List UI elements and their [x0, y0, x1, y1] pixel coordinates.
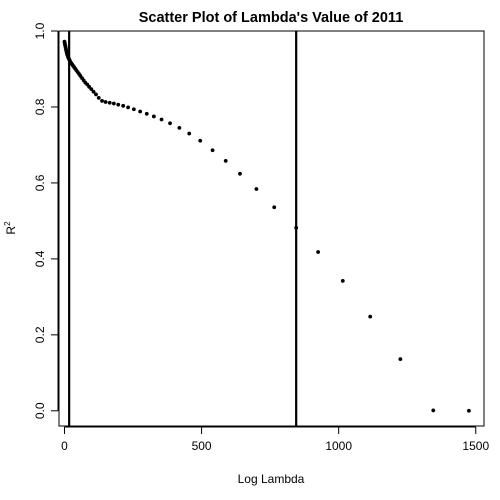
data-point — [294, 225, 299, 230]
data-point — [94, 92, 98, 97]
data-point — [107, 100, 112, 105]
data-point — [96, 95, 101, 100]
x-axis: 0 500 1000 1500 — [61, 426, 489, 453]
data-point — [431, 408, 436, 413]
data-point — [210, 148, 215, 153]
chart-title: Scatter Plot of Lambda's Value of 2011 — [139, 10, 404, 26]
x-tick-label: 1000 — [325, 439, 352, 453]
data-point — [198, 138, 203, 143]
x-tick-label: 500 — [192, 439, 212, 453]
y-axis-label-superscript: 2 — [3, 221, 12, 226]
y-tick-label: 0.8 — [33, 98, 47, 115]
data-point — [121, 103, 126, 108]
data-point — [340, 279, 345, 283]
data-point — [151, 114, 156, 119]
data-point — [126, 105, 130, 110]
data-point — [254, 187, 259, 191]
data-point — [398, 357, 403, 362]
data-point — [89, 87, 94, 92]
data-point — [91, 89, 96, 94]
y-tick-label: 0.0 — [33, 402, 47, 419]
x-tick-label: 1500 — [462, 439, 489, 453]
data-point — [100, 98, 104, 103]
data-point — [467, 408, 471, 413]
data-point — [111, 101, 116, 106]
y-tick-label: 0.6 — [33, 174, 47, 191]
x-tick-label: 0 — [61, 439, 68, 453]
y-tick-label: 0.4 — [33, 250, 47, 267]
data-points — [62, 39, 471, 413]
data-point — [168, 121, 172, 126]
data-point — [223, 158, 228, 163]
data-point — [187, 131, 192, 136]
data-point — [116, 102, 121, 107]
data-point — [131, 107, 136, 112]
data-point — [238, 171, 242, 176]
data-point — [103, 100, 108, 104]
x-axis-label: Log Lambda — [238, 472, 305, 486]
data-point — [138, 109, 143, 114]
y-axis-label: R2 — [3, 221, 18, 235]
y-axis: 0.0 0.2 0.4 0.6 0.8 1.0 — [33, 22, 59, 419]
data-point — [159, 117, 164, 122]
y-tick-label: 0.2 — [33, 326, 47, 343]
data-point — [177, 125, 182, 130]
data-point — [368, 314, 373, 319]
data-point — [316, 250, 321, 254]
data-point — [272, 205, 277, 210]
y-axis-label-base: R — [4, 226, 18, 235]
data-point — [144, 111, 149, 116]
plot-frame — [58, 30, 485, 427]
y-tick-label: 1.0 — [33, 22, 47, 39]
